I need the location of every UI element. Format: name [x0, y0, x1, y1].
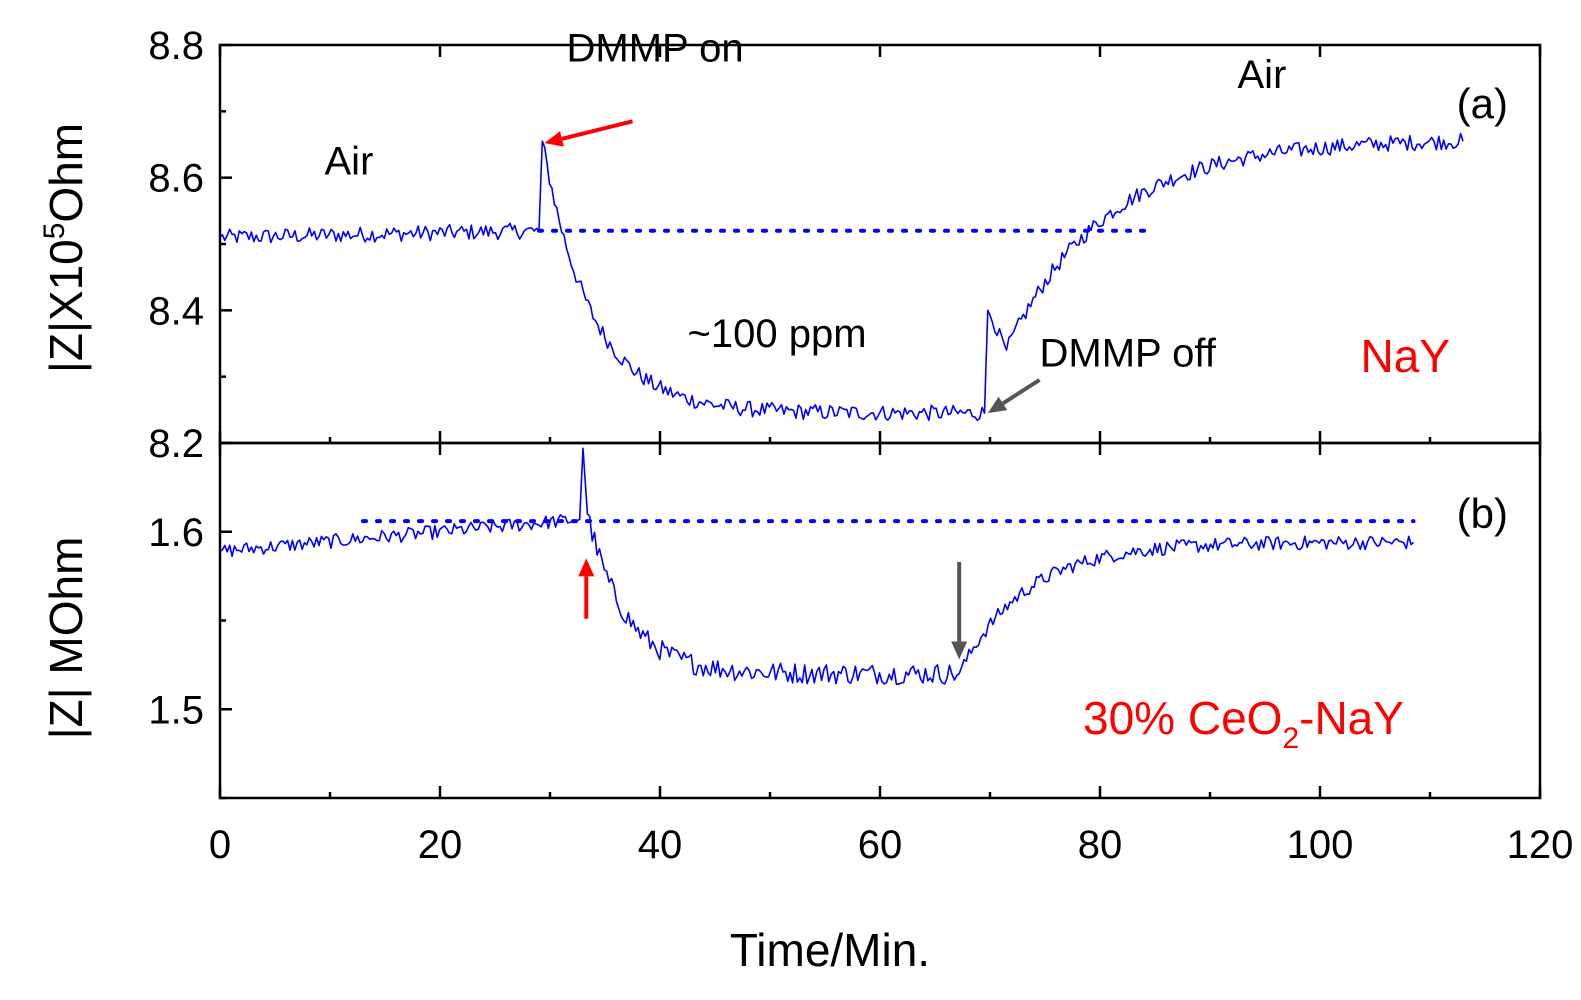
panel-a-y-tick-labels: 8.2 8.4 8.6 8.8	[148, 24, 204, 466]
b-y-tick-label: 1.5	[148, 688, 204, 732]
panel-b-tag: (b)	[1457, 490, 1508, 537]
panel-b-material-pre: 30% CeO	[1083, 692, 1282, 744]
annotation-dmmp-off: DMMP off	[1040, 332, 1217, 376]
a-annotation-arrow	[544, 119, 633, 147]
a-y-tick-label: 8.2	[148, 422, 204, 466]
a-y-tick-label: 8.4	[148, 289, 204, 333]
arrow-head	[544, 131, 564, 147]
b-annotation-arrow	[578, 558, 595, 619]
panel-a-tag: (a)	[1457, 80, 1508, 127]
annotation-air-before: Air	[325, 139, 374, 183]
panel-a-y-title-main: |Z|X10	[40, 239, 92, 373]
panel-b-y-axis-title: |Z| MOhm	[40, 537, 92, 740]
annotation-concentration: ~100 ppm	[688, 312, 867, 356]
x-tick-label: 40	[638, 823, 683, 867]
arrow-shaft	[561, 119, 633, 141]
panel-b-material-post: -NaY	[1299, 692, 1404, 744]
panel-a-y-title-tail: Ohm	[40, 123, 92, 223]
panel-b-y-tick-labels: 1.5 1.6	[148, 511, 204, 733]
arrow-head	[951, 641, 968, 660]
annotation-air-after: Air	[1238, 53, 1287, 97]
panel-a: 8.2 8.4 8.6 8.8 Air DMMP on Air ~100 ppm DM…	[38, 24, 1542, 466]
panel-a-arrows	[544, 119, 1041, 414]
panel-b-x-tick-labels: 0 20 40 60 80 100 120	[209, 823, 1574, 867]
a-y-tick-label: 8.6	[148, 157, 204, 201]
panel-b: 1.51.6 0 20 40 60 80 100 120 (b) 30% CeO2-NaY …	[40, 441, 1574, 976]
x-axis-title: Time/Min.	[730, 924, 930, 976]
a-y-tick-label: 8.8	[148, 24, 204, 68]
x-tick-label: 60	[858, 823, 903, 867]
b-annotation-arrow	[951, 561, 968, 660]
arrow-head	[578, 558, 595, 577]
x-tick-label: 120	[1507, 823, 1574, 867]
panel-a-series-line	[219, 132, 1464, 422]
x-tick-label: 0	[209, 823, 231, 867]
a-annotation-arrow	[987, 378, 1041, 414]
arrow-head	[987, 396, 1008, 414]
x-tick-label: 20	[418, 823, 463, 867]
panel-b-frame	[218, 441, 1542, 800]
panel-a-material-label: NaY	[1361, 330, 1450, 382]
annotation-dmmp-on: DMMP on	[567, 27, 744, 71]
panel-b-series-line	[219, 447, 1415, 686]
x-tick-label: 80	[1078, 823, 1123, 867]
panel-a-y-title-sup: 5	[38, 223, 71, 240]
panel-a-ticks	[218, 43, 1542, 445]
panel-a-frame	[218, 43, 1542, 445]
panel-a-y-axis-title: |Z|X105Ohm	[38, 123, 92, 373]
panel-b-ticks	[218, 441, 1542, 800]
panel-b-material-label: 30% CeO2-NaY	[1083, 692, 1404, 755]
panel-b-material-sub: 2	[1282, 722, 1299, 755]
panel-b-arrows	[578, 558, 968, 660]
x-tick-label: 100	[1287, 823, 1354, 867]
arrow-shaft	[1001, 378, 1041, 406]
b-y-tick-label: 1.6	[148, 511, 204, 555]
